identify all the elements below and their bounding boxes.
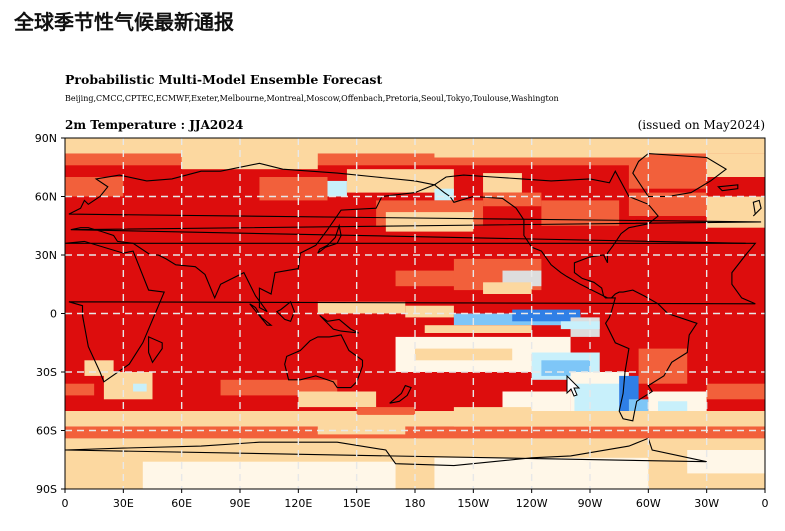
lon-tick-label: 180 [405,497,426,510]
contributing-centres: Beijing,CMCC,CPTEC,ECMWF,Exeter,Melbourn… [65,94,559,103]
lon-tick-label: 120W [516,497,548,510]
lon-tick-label: 30E [113,497,134,510]
page-title: 全球季节性气候最新通报 [14,10,234,34]
lat-tick-label: 60S [36,425,57,438]
lon-tick-label: 150W [457,497,489,510]
mouse-cursor-icon [566,374,581,397]
figure-title: Probabilistic Multi-Model Ensemble Forec… [65,72,383,87]
variable-label: 2m Temperature : JJA2024 [65,118,244,132]
lon-tick-label: 120E [284,497,312,510]
lon-tick-label: 60E [171,497,192,510]
lat-tick-label: 0 [50,308,57,321]
issued-date: (issued on May2024) [637,118,765,132]
lat-tick-label: 90S [36,483,57,496]
map-axes: 90N 60N 30N 0 30S 60S 90S 0 30E 60E 90E 120E 150E 180… [35,132,769,510]
lat-tick-label: 90N [35,132,57,145]
lon-tick-label: 90E [230,497,251,510]
lon-tick-label: 90W [578,497,603,510]
lon-tick-label: 0 [762,497,769,510]
graticule [65,138,765,489]
lon-tick-label: 0 [62,497,69,510]
lon-tick-label: 30W [694,497,719,510]
lon-tick-label: 150E [343,497,371,510]
lat-tick-label: 60N [35,191,57,204]
lon-tick-label: 60W [636,497,661,510]
lat-tick-label: 30N [35,249,57,262]
lat-tick-label: 30S [36,366,57,379]
